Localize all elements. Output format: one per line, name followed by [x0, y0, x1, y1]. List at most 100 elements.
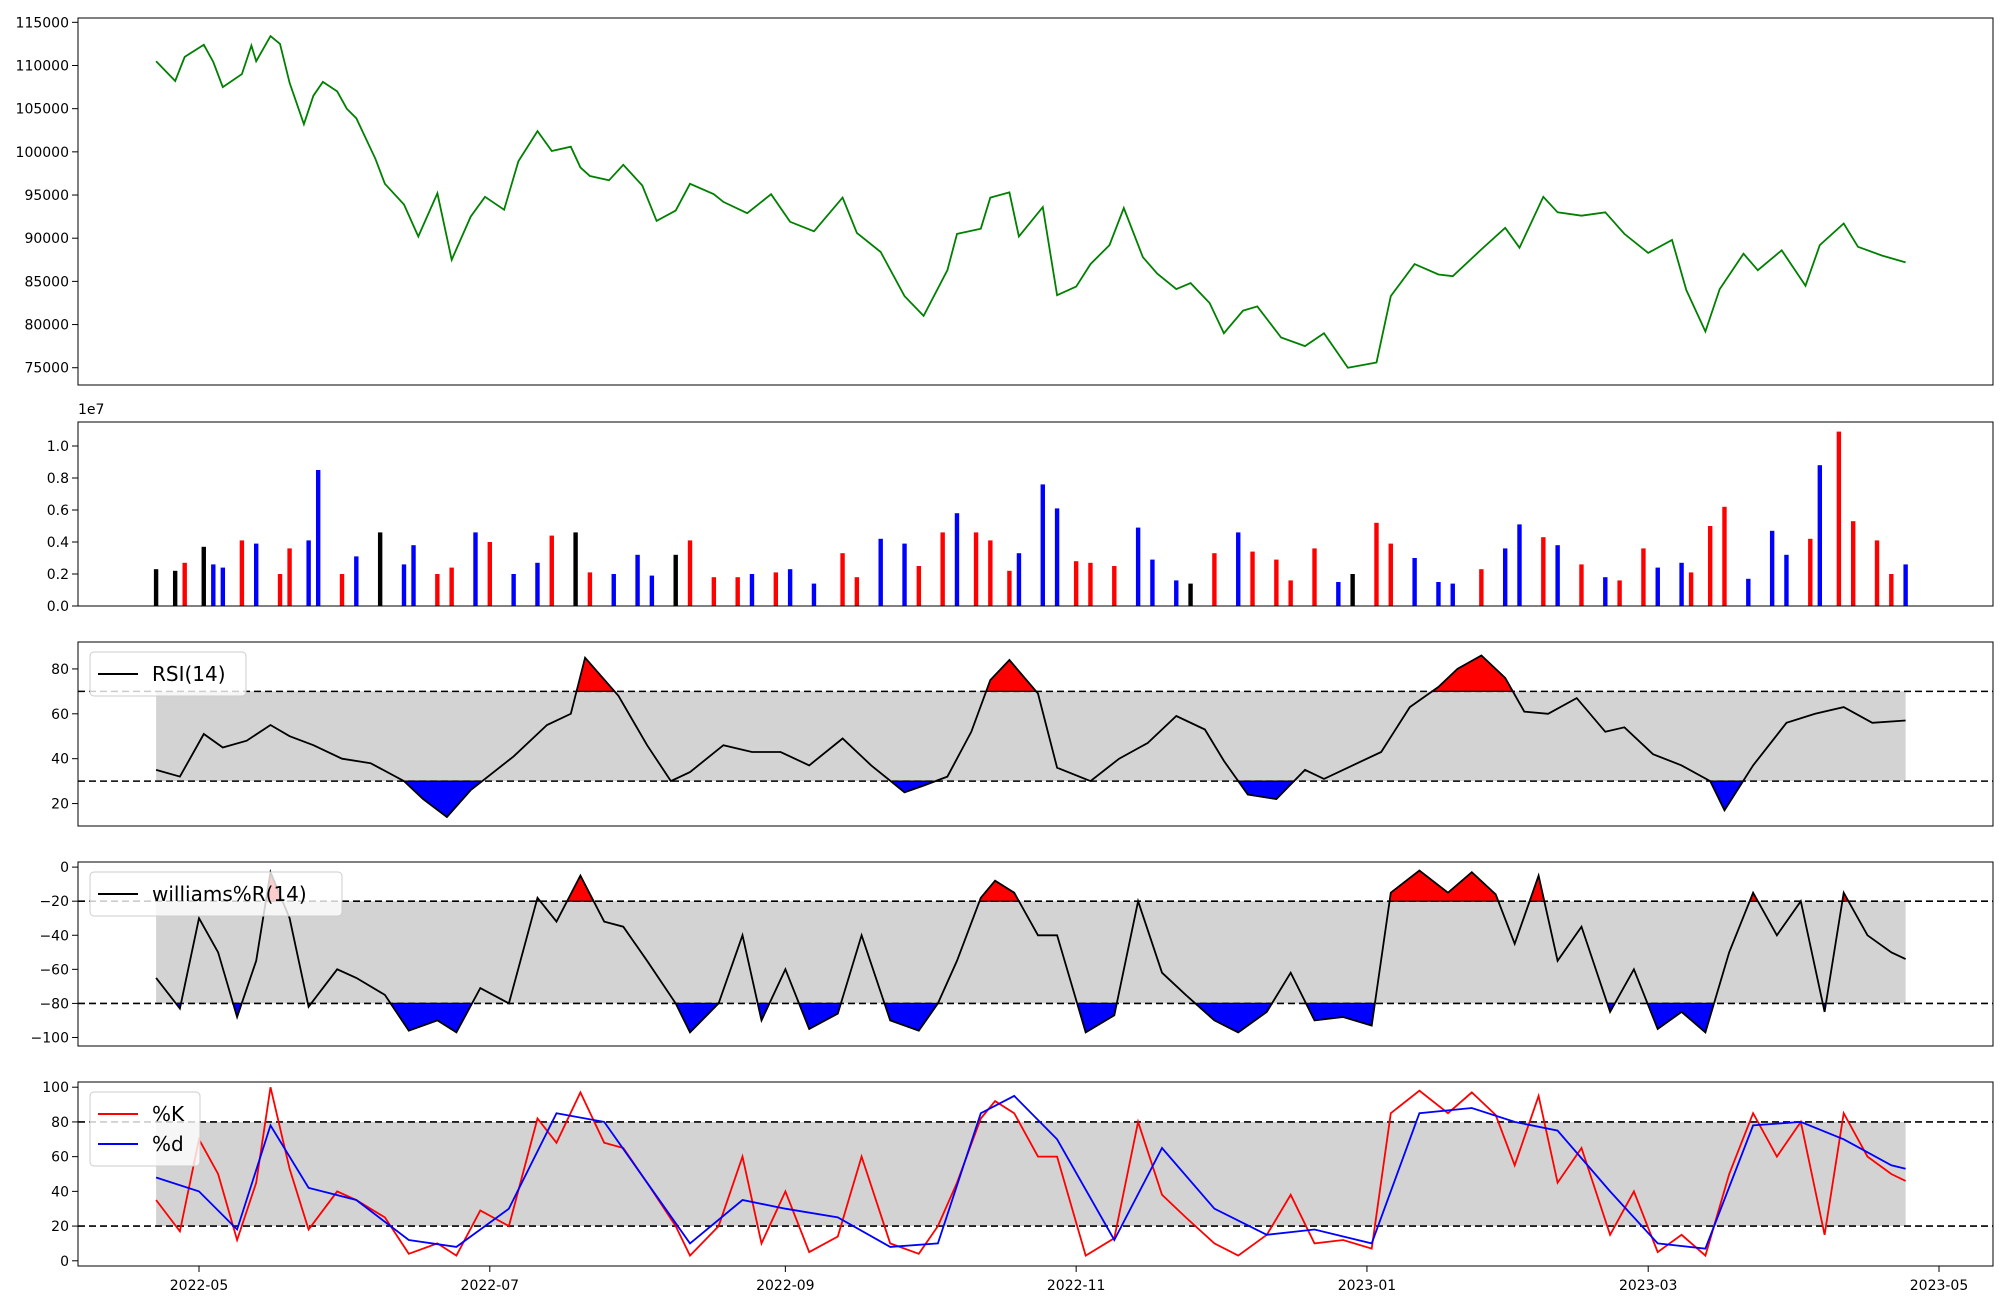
- neutral-band: [156, 901, 1906, 1004]
- y-tick-label: 60: [51, 1150, 69, 1166]
- volume-bar: [1188, 583, 1193, 606]
- volume-bar: [1412, 558, 1417, 606]
- volume-bar: [172, 570, 178, 606]
- volume-bar: [573, 532, 578, 606]
- rsi-panel: 20 40 60 80 RSI(14): [51, 641, 1994, 827]
- legend-label: RSI(14): [152, 662, 226, 686]
- y-tick-label: 100000: [16, 145, 69, 161]
- y-tick-label: 0.8: [47, 471, 69, 487]
- volume-bar: [1007, 570, 1012, 606]
- y-tick-label: −20: [39, 894, 69, 910]
- volume-bar: [1555, 545, 1560, 606]
- volume-bar: [1350, 574, 1355, 606]
- volume-scale-offset: 1e7: [78, 402, 104, 418]
- volume-bar: [878, 538, 883, 606]
- volume-bar: [1836, 431, 1842, 606]
- volume-bar: [854, 577, 860, 606]
- x-tick-label: 2022-11: [1047, 1278, 1106, 1294]
- y-tick-label: 20: [51, 797, 69, 813]
- volume-bar: [1112, 566, 1117, 606]
- legend-box: [89, 871, 343, 917]
- volume-bar: [277, 574, 283, 606]
- stochastic-panel: 0 20 40 60 80 100 %K %d 2022-05 2022-07 2022-09 202…: [42, 1080, 1994, 1294]
- y-tick-label: 75000: [24, 361, 69, 377]
- y-tick-label: −40: [39, 928, 69, 944]
- volume-bar: [711, 577, 717, 606]
- axes-frame: [77, 861, 1994, 1047]
- volume-bar: [1707, 526, 1713, 606]
- volume-bar: [735, 577, 740, 606]
- y-tick-label: 20: [51, 1219, 69, 1235]
- volume-bar: [1603, 577, 1608, 606]
- volume-bar: [840, 553, 845, 606]
- x-tick-label: 2023-05: [1910, 1278, 1969, 1294]
- volume-bar: [487, 542, 492, 606]
- axes-frame: [77, 17, 1994, 386]
- volume-bar: [473, 532, 478, 606]
- volume-bar: [773, 572, 779, 606]
- legend-label: %K: [152, 1102, 185, 1126]
- x-tick-label: 2023-01: [1338, 1278, 1397, 1294]
- volume-bar: [1016, 553, 1022, 606]
- volume-bar: [1903, 564, 1908, 606]
- volume-panel: 0.0 0.2 0.4 0.6 0.8 1.0 1e7: [47, 402, 1994, 615]
- d-line: [155, 1094, 1906, 1250]
- volume-bar: [916, 566, 922, 606]
- volume-bar: [1374, 522, 1379, 606]
- y-tick-label: 90000: [24, 231, 69, 247]
- volume-bar: [673, 554, 678, 606]
- y-tick-label: 0.0: [47, 599, 69, 615]
- volume-bar: [954, 513, 960, 606]
- price-line: [155, 34, 1906, 369]
- volume-bar: [549, 535, 554, 606]
- volume-bar: [1808, 538, 1813, 606]
- volume-bar: [339, 574, 345, 606]
- volume-bar: [988, 540, 993, 606]
- volume-bar: [1617, 580, 1622, 606]
- volume-bar: [787, 569, 793, 606]
- y-tick-label: 40: [51, 1184, 69, 1200]
- y-tick-label: 100: [42, 1080, 69, 1096]
- k-line: [155, 1086, 1906, 1258]
- volume-bar: [1874, 540, 1880, 606]
- volume-bar: [940, 532, 945, 606]
- y-tick-label: 115000: [16, 15, 69, 31]
- volume-bar: [1088, 562, 1093, 606]
- volume-bar: [649, 575, 655, 606]
- volume-bar: [1850, 521, 1856, 606]
- y-tick-label: 105000: [16, 102, 69, 118]
- y-tick-label: 0.2: [47, 567, 69, 583]
- volume-bar: [902, 543, 907, 606]
- volume-bar: [411, 545, 416, 606]
- volume-bar: [449, 567, 454, 606]
- volume-bar: [1541, 537, 1546, 606]
- y-tick-label: 60: [51, 707, 69, 723]
- volume-bar: [1450, 583, 1455, 606]
- y-tick-label: 40: [51, 752, 69, 768]
- axes-frame: [77, 641, 1994, 827]
- rsi-line: [155, 654, 1906, 819]
- volume-bar: [1040, 484, 1045, 606]
- volume-bar: [354, 556, 359, 606]
- volume-bar: [1054, 508, 1060, 606]
- volume-bar: [401, 564, 407, 606]
- legend-label: %d: [152, 1132, 184, 1156]
- volume-bar: [239, 540, 245, 606]
- volume-bar: [1479, 569, 1484, 606]
- volume-bar: [1312, 548, 1317, 606]
- volume-bar: [306, 540, 311, 606]
- neutral-band: [156, 1121, 1906, 1227]
- y-tick-label: 95000: [24, 188, 69, 204]
- volume-bar: [1135, 527, 1141, 606]
- volume-bar: [749, 574, 755, 606]
- x-tick-label: 2022-07: [461, 1278, 520, 1294]
- volume-bar: [211, 564, 216, 606]
- volume-bar: [1336, 582, 1341, 606]
- volume-bar: [1889, 574, 1894, 606]
- y-tick-label: 80: [51, 1115, 69, 1131]
- volume-bar: [1784, 554, 1789, 606]
- volume-bar: [201, 546, 206, 606]
- volume-bar: [1250, 551, 1255, 606]
